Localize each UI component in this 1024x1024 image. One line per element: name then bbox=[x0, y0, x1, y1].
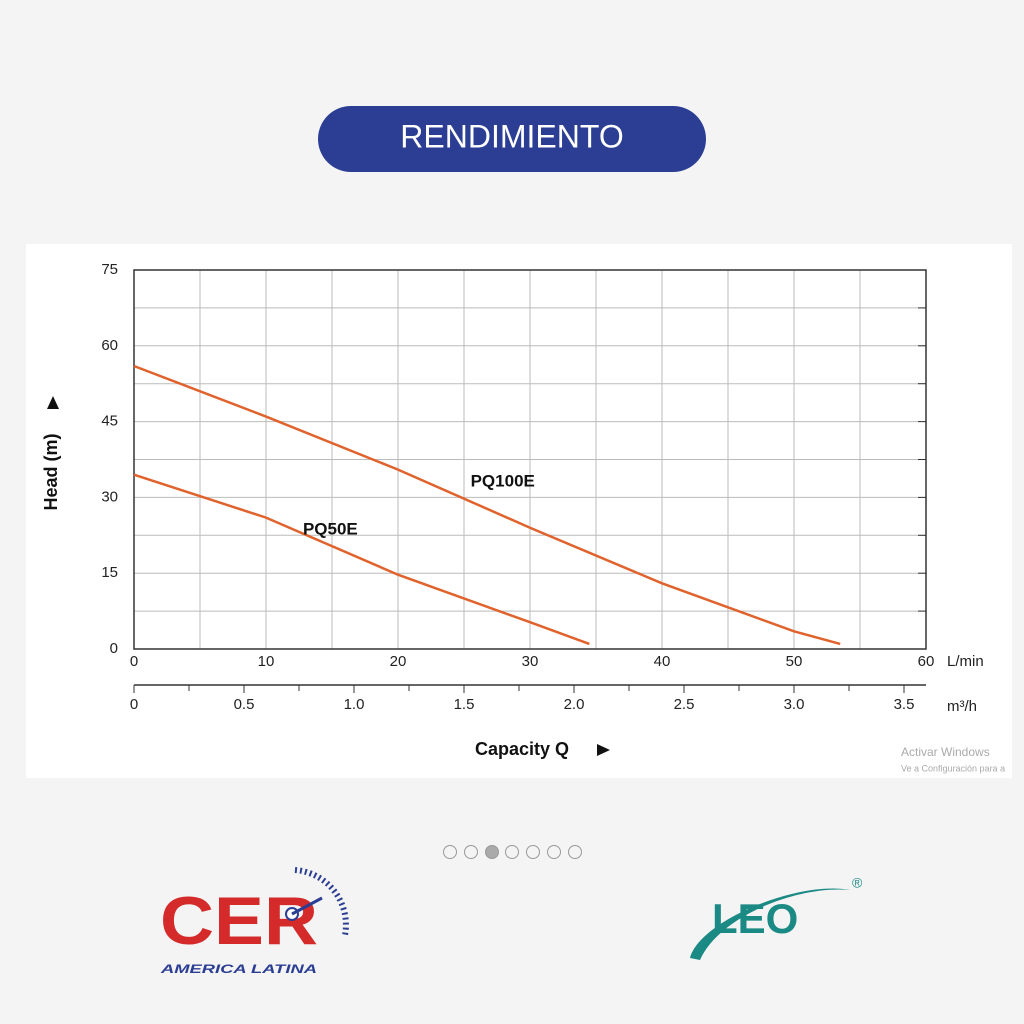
x2-tick-label: 1.0 bbox=[344, 696, 365, 713]
dot[interactable] bbox=[568, 845, 582, 859]
y-tick-label: 75 bbox=[101, 261, 118, 278]
dot[interactable] bbox=[505, 845, 519, 859]
cer-sub: AMERICA LATINA bbox=[159, 962, 317, 976]
cer-logo: CER AMERICA LATINA bbox=[159, 867, 349, 976]
arrow bbox=[47, 396, 59, 409]
x2-tick-label: 3.5 bbox=[894, 696, 915, 713]
x2-tick-label: 3.0 bbox=[784, 696, 805, 713]
y-tick-label: 60 bbox=[101, 337, 118, 354]
x-tick-label: 40 bbox=[654, 653, 671, 670]
x-tick-label: 60 bbox=[918, 653, 935, 670]
series-label: PQ50E bbox=[303, 520, 358, 539]
series-line bbox=[133, 364, 841, 646]
watermark: Activar Windows bbox=[901, 745, 990, 759]
x2-tick-label: 0.5 bbox=[234, 696, 255, 713]
x2-tick-label: 1.5 bbox=[454, 696, 475, 713]
series-label: PQ100E bbox=[471, 472, 535, 491]
x2-tick-label: 0 bbox=[130, 696, 138, 713]
x-unit: L/min bbox=[947, 653, 984, 670]
carousel-dots bbox=[443, 845, 582, 859]
y-axis-title: Head (m) bbox=[41, 433, 61, 510]
x2-unit: m³/h bbox=[947, 698, 977, 715]
title[interactable]: RENDIMIENTO bbox=[400, 118, 623, 154]
arrow bbox=[597, 744, 610, 756]
leo-logo: LEO ® bbox=[690, 875, 863, 960]
x-tick-label: 20 bbox=[390, 653, 407, 670]
y-tick-label: 30 bbox=[101, 488, 118, 505]
watermark-sub: Ve a Configuración para a bbox=[901, 763, 1005, 773]
x-tick-label: 30 bbox=[522, 653, 539, 670]
y-tick-label: 45 bbox=[101, 413, 118, 430]
dot-active[interactable] bbox=[485, 845, 499, 859]
x2-tick-label: 2.0 bbox=[564, 696, 585, 713]
x-tick-label: 0 bbox=[130, 653, 138, 670]
dot[interactable] bbox=[526, 845, 540, 859]
x-tick-label: 10 bbox=[258, 653, 275, 670]
y-tick-label: 0 bbox=[110, 640, 118, 657]
leo-mark: ® bbox=[852, 875, 863, 891]
chart-panel bbox=[26, 244, 1012, 778]
cer-text: CER bbox=[160, 883, 318, 959]
dot[interactable] bbox=[464, 845, 478, 859]
series-line bbox=[133, 473, 590, 646]
title-pill[interactable] bbox=[318, 106, 706, 172]
x-tick-label: 50 bbox=[786, 653, 803, 670]
x-axis-title: Capacity Q bbox=[475, 739, 569, 759]
leo-text: LEO bbox=[712, 895, 798, 942]
x2-tick-label: 2.5 bbox=[674, 696, 695, 713]
plot-frame bbox=[133, 269, 927, 650]
dot[interactable] bbox=[443, 845, 457, 859]
chart: 0 15 30 45 60 75 0 10 20 30 40 50 60 0 0.5 1.0 1.5 2.0 2.5… bbox=[41, 261, 984, 759]
y-tick-label: 15 bbox=[101, 564, 118, 581]
dot[interactable] bbox=[547, 845, 561, 859]
